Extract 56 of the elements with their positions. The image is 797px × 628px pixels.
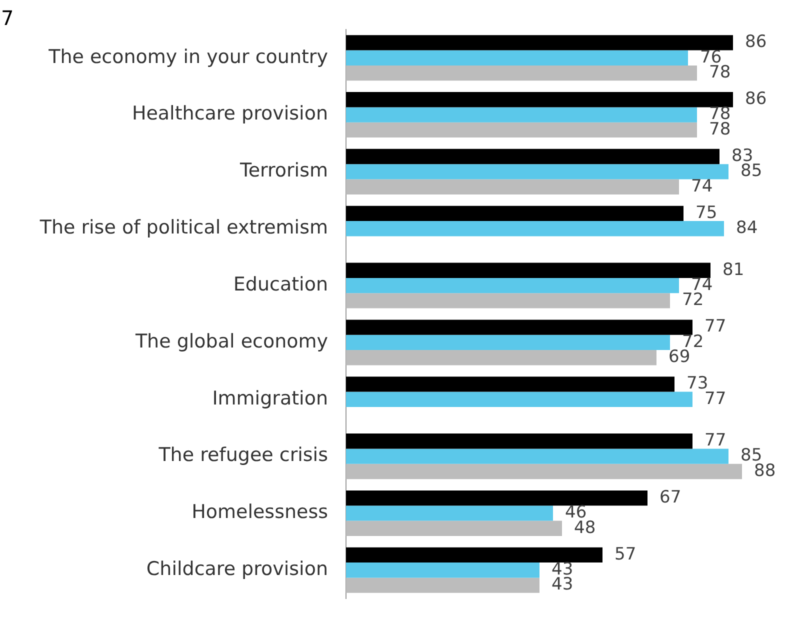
bar	[346, 392, 692, 407]
bar	[346, 520, 562, 536]
bar	[346, 122, 697, 138]
y-tick-label: The economy in your country	[48, 46, 328, 68]
data-label: 57	[614, 544, 636, 564]
bar	[346, 293, 670, 308]
bar	[346, 179, 679, 194]
bar	[346, 35, 733, 50]
data-label: 77	[704, 316, 726, 337]
bar	[346, 547, 602, 563]
data-label: 81	[722, 260, 744, 280]
bar	[346, 434, 692, 449]
data-label: 48	[574, 518, 596, 538]
y-tick-label: Terrorism	[238, 160, 328, 182]
bar	[346, 490, 648, 506]
bar	[346, 334, 670, 350]
bar	[346, 464, 742, 480]
y-tick-label: Education	[233, 273, 328, 296]
bar	[346, 65, 697, 81]
bar	[346, 221, 724, 236]
data-label: 78	[709, 62, 731, 82]
bar	[346, 262, 710, 278]
y-tick-label: Childcare provision	[146, 558, 328, 580]
bar	[346, 320, 692, 335]
bar	[346, 107, 697, 122]
bar	[346, 350, 656, 366]
data-label: 72	[682, 290, 704, 310]
data-label: 74	[691, 176, 713, 196]
data-label: 75	[696, 202, 718, 223]
data-label: 78	[709, 119, 731, 140]
bar	[346, 578, 540, 593]
bar	[346, 506, 553, 521]
bar	[346, 376, 674, 392]
y-tick-label: Healthcare provision	[132, 102, 328, 125]
bar	[346, 164, 728, 180]
data-label: 84	[736, 218, 758, 238]
data-label: 67	[660, 487, 682, 508]
data-label: 86	[745, 32, 767, 52]
y-tick-label: The global economy	[134, 330, 328, 352]
bar	[346, 92, 733, 108]
bar	[346, 278, 679, 294]
bar	[346, 50, 688, 66]
bar	[346, 148, 720, 164]
bar	[346, 562, 540, 578]
bar	[346, 448, 728, 464]
y-tick-label: The refugee crisis	[158, 444, 328, 466]
y-tick-label: Homelessness	[192, 501, 328, 524]
text: 7	[1, 6, 14, 30]
data-label: 85	[740, 161, 762, 182]
data-label: 77	[704, 430, 726, 451]
data-label: 88	[754, 460, 776, 481]
y-tick-label: The rise of political extremism	[38, 216, 328, 239]
y-tick-label: Immigration	[212, 387, 328, 410]
bar	[346, 206, 684, 222]
data-label: 69	[668, 347, 690, 368]
data-label: 86	[745, 89, 767, 110]
